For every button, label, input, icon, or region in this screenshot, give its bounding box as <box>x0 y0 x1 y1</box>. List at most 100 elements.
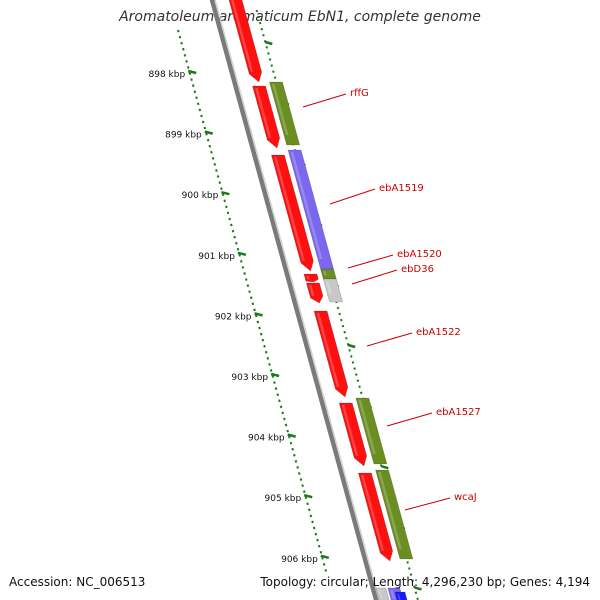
minor-tick <box>195 96 198 100</box>
reverse-cds-block-shine <box>358 400 376 454</box>
forward-cds-arrow <box>303 273 319 283</box>
major-tick <box>237 251 247 257</box>
forward-cds-arrow-shine <box>255 88 272 138</box>
minor-tick <box>186 66 190 69</box>
minor-tick <box>190 78 193 81</box>
kbp-tick-label: 902 kbp <box>215 312 252 322</box>
reverse-cds-block <box>355 397 388 465</box>
minor-tick <box>279 405 283 409</box>
major-tick <box>254 312 263 317</box>
minor-tick <box>307 508 311 512</box>
forward-cds-arrow-shine <box>306 276 310 280</box>
outer-major-tick <box>347 343 356 349</box>
minor-tick <box>213 163 217 166</box>
minor-tick <box>225 205 228 209</box>
minor-tick <box>293 453 296 457</box>
forward-cds-arrow <box>313 310 349 398</box>
genome-backbone <box>209 0 380 600</box>
gene-leader-line <box>404 497 451 511</box>
gene-leader-line <box>386 412 433 427</box>
outer-minor-tick <box>336 306 340 310</box>
gene-leader-line <box>302 93 347 108</box>
kbp-tick-label: 905 kbp <box>265 494 302 504</box>
minor-tick <box>193 90 197 94</box>
minor-tick <box>317 544 321 548</box>
gray-feature-block <box>322 278 343 303</box>
outer-minor-tick <box>358 385 361 389</box>
minor-tick <box>221 193 225 197</box>
minor-tick <box>314 532 318 536</box>
minor-tick <box>211 156 215 160</box>
accession-text: Accession: NC_006513 <box>9 575 146 589</box>
major-tick <box>320 554 330 560</box>
feature-track <box>228 0 414 600</box>
minor-tick <box>288 435 291 439</box>
minor-tick <box>256 320 260 324</box>
outer-minor-tick <box>359 391 363 395</box>
reverse-cds-block <box>375 469 414 560</box>
minor-tick <box>276 393 280 397</box>
minor-tick <box>231 229 235 233</box>
outer-minor-tick <box>265 46 269 49</box>
major-tick <box>221 190 230 196</box>
outer-minor-tick <box>258 21 262 25</box>
minor-tick <box>294 459 298 463</box>
outer-minor-tick <box>270 64 274 67</box>
minor-tick <box>241 266 245 269</box>
minor-tick <box>248 290 251 294</box>
minor-tick <box>196 102 200 106</box>
outer-minor-tick <box>343 330 346 334</box>
gray-feature-block-shine <box>325 281 332 294</box>
minor-tick <box>200 114 203 118</box>
outer-minor-tick <box>260 27 264 31</box>
minor-tick <box>268 363 271 366</box>
outer-minor-tick <box>262 33 265 37</box>
forward-cds-arrow-shine <box>273 157 305 261</box>
minor-tick <box>302 490 306 494</box>
minor-tick <box>185 60 188 63</box>
gene-label-layer: rffG ebA1519 ebA1520 ebD36 ebA1522 ebA1527 wca… <box>302 88 481 511</box>
major-tick <box>204 130 214 135</box>
kbp-tick-label: 903 kbp <box>231 373 268 383</box>
minor-tick <box>223 199 226 203</box>
minor-tick <box>266 356 270 360</box>
forward-cds-arrow-shine <box>360 475 385 551</box>
outer-minor-tick <box>348 349 351 352</box>
minor-tick <box>259 332 263 336</box>
forward-cds-arrow-shine <box>341 405 359 456</box>
gene-label: ebA1520 <box>397 249 442 260</box>
forward-cds-arrow <box>252 85 281 149</box>
outer-minor-tick <box>273 76 277 79</box>
major-tick <box>303 493 313 499</box>
kbp-tick-label: 900 kbp <box>182 191 219 201</box>
minor-tick <box>306 502 309 506</box>
minor-tick <box>273 381 276 384</box>
minor-tick <box>258 326 261 330</box>
gene-leader-line <box>347 254 394 269</box>
purple-cds-block-shine <box>290 152 323 259</box>
gene-label: ebD36 <box>401 264 434 275</box>
minor-tick <box>274 387 278 391</box>
minor-tick <box>324 569 328 572</box>
outer-minor-tick <box>345 336 348 340</box>
outer-minor-tick <box>268 58 272 61</box>
gene-label: ebA1522 <box>416 327 461 338</box>
minor-tick <box>304 496 308 500</box>
kbp-tick-label: 906 kbp <box>281 555 318 565</box>
gene-label: ebA1519 <box>379 183 424 194</box>
minor-tick <box>177 29 180 33</box>
minor-tick <box>226 211 230 215</box>
outer-minor-tick <box>267 52 270 55</box>
outer-minor-tick <box>350 355 353 358</box>
minor-tick <box>253 308 256 312</box>
topology-text: Topology: circular; Length: 4,296,230 bp… <box>260 575 590 589</box>
minor-tick <box>238 253 241 257</box>
minor-tick <box>289 441 293 445</box>
outer-minor-tick <box>255 9 259 13</box>
major-tick <box>287 433 296 438</box>
minor-tick <box>220 187 223 191</box>
minor-tick <box>269 369 273 372</box>
minor-tick <box>246 284 250 287</box>
minor-tick <box>178 35 182 39</box>
